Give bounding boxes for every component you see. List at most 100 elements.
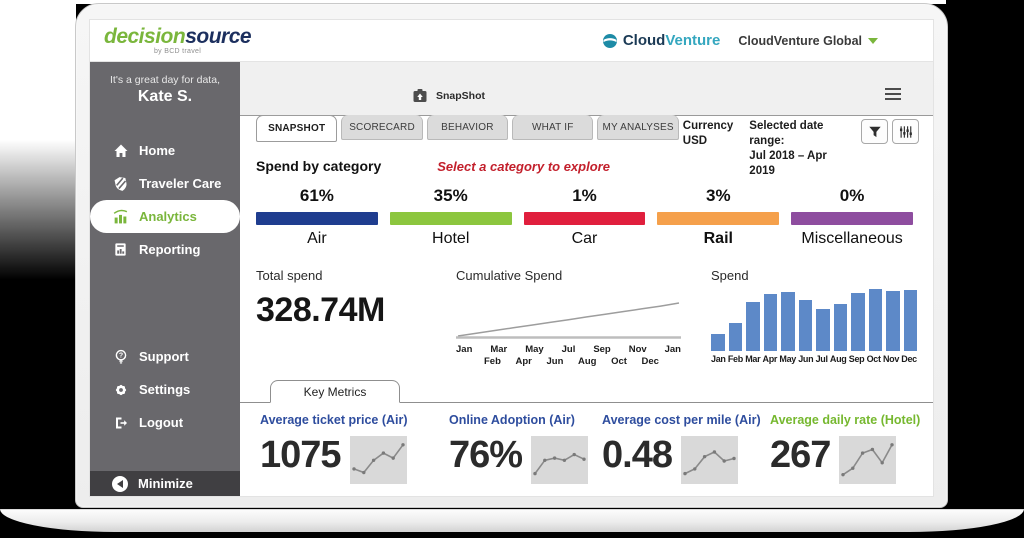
x-tick: Jun (798, 354, 813, 364)
tab-what-if[interactable]: WHAT IF (512, 115, 593, 140)
monthly-spend-card: Spend JanFebMarAprMayJunJulAugSepOctNovD… (711, 268, 917, 367)
sidebar-spacer (90, 266, 240, 312)
metric-value: 76% (449, 436, 522, 476)
category-percent: 1% (524, 186, 646, 206)
x-tick: Apr (763, 354, 778, 364)
currency-display: Currency USD (683, 119, 734, 149)
category-label: Car (524, 230, 646, 248)
sidebar-item-support[interactable]: ? Support (90, 340, 240, 373)
sidebar-item-reporting[interactable]: Reporting (90, 233, 240, 266)
x-tick: Jan (665, 344, 681, 355)
monthly-spend-x-labels: JanFebMarAprMayJunJulAugSepOctNovDec (711, 354, 917, 364)
funnel-icon (868, 125, 882, 139)
x-tick: Sep (849, 354, 865, 364)
total-spend-card: Total spend 328.74M (256, 268, 440, 367)
category-percent: 35% (390, 186, 512, 206)
tab-behavior[interactable]: BEHAVIOR (427, 115, 508, 140)
metric-sparkline (350, 436, 407, 484)
adjust-settings-button[interactable] (892, 119, 919, 144)
metric-title: Online Adoption (Air) (449, 413, 602, 427)
category-hint-text: Select a category to explore (437, 159, 610, 174)
metric-title: Average ticket price (Air) (260, 413, 449, 427)
dashboard-window: decisionsource by BCD travel CloudVentur… (89, 19, 934, 497)
spend-bar (904, 290, 918, 351)
filter-button[interactable] (861, 119, 888, 144)
category-color-bar (390, 212, 512, 225)
x-tick: Dec (642, 356, 659, 367)
sidebar-item-label: Settings (139, 382, 190, 397)
category-miscellaneous[interactable]: 0%Miscellaneous (791, 186, 913, 248)
metric-value: 0.48 (602, 436, 672, 476)
category-percent: 0% (791, 186, 913, 206)
x-tick: Jul (816, 354, 828, 364)
sidebar-item-analytics[interactable]: Analytics (90, 200, 240, 233)
sidebar-item-label: Home (139, 143, 175, 158)
app-header: decisionsource by BCD travel CloudVentur… (90, 20, 933, 62)
sidebar-item-settings[interactable]: Settings (90, 373, 240, 406)
client-logo-venture: Venture (665, 32, 720, 49)
spend-bar (816, 309, 830, 351)
tab-my-analyses[interactable]: MY ANALYSES (597, 115, 678, 140)
currency-value: USD (683, 134, 734, 149)
currency-label: Currency (683, 119, 734, 134)
sidebar-greeting: It's a great day for data, (90, 74, 240, 86)
sidebar-item-home[interactable]: Home (90, 134, 240, 167)
x-tick: Nov (883, 354, 899, 364)
background-glow (0, 0, 76, 280)
category-color-bar (791, 212, 913, 225)
category-hotel[interactable]: 35%Hotel (390, 186, 512, 248)
page-background: decisionsource by BCD travel CloudVentur… (0, 0, 1024, 538)
x-tick: Jul (562, 344, 576, 355)
total-spend-value: 328.74M (256, 291, 440, 330)
logo-text-decision: decision (104, 25, 185, 48)
category-rail[interactable]: 3%Rail (657, 186, 779, 248)
category-air[interactable]: 61%Air (256, 186, 378, 248)
x-tick: Feb (484, 356, 501, 367)
spend-by-category-title: Spend by category (256, 158, 381, 174)
shield-icon (112, 175, 129, 192)
sidebar-item-label: Analytics (139, 209, 197, 224)
spend-bar (886, 291, 900, 351)
x-tick: Oct (611, 356, 627, 367)
chevron-down-icon (868, 38, 878, 44)
cloudventure-logo: CloudVenture (602, 32, 721, 49)
spend-bar (711, 334, 725, 351)
cumulative-x-row1: JanMarMayJulSepNovJan (456, 344, 681, 355)
key-metrics-tab[interactable]: Key Metrics (270, 380, 400, 403)
sliders-icon (898, 125, 913, 139)
metric-card: Average cost per mile (Air)0.48 (602, 413, 770, 484)
spend-bar (729, 323, 743, 351)
category-grid: 61%Air35%Hotel 1% Car 3%Rail0%Miscellaneous (240, 174, 933, 248)
category-color-bar (256, 212, 378, 225)
cumulative-spend-label: Cumulative Spend (456, 268, 681, 283)
x-tick: Jan (711, 354, 726, 364)
export-report-icon (412, 88, 428, 103)
total-spend-label: Total spend (256, 268, 440, 283)
spend-bar (869, 289, 883, 351)
category-car[interactable]: 1% Car (524, 186, 646, 248)
menu-icon[interactable] (885, 85, 901, 103)
tab-bar: SNAPSHOT SCORECARD BEHAVIOR WHAT IF MY A… (240, 116, 933, 150)
spend-bar (781, 292, 795, 351)
sidebar-item-logout[interactable]: Logout (90, 406, 240, 439)
x-tick: Jun (546, 356, 563, 367)
key-metrics-grid: Average ticket price (Air)1075Online Ado… (240, 403, 933, 484)
monthly-spend-bar-chart (711, 287, 917, 351)
x-tick: May (525, 344, 543, 355)
minimize-label: Minimize (138, 476, 193, 491)
category-label: Air (256, 230, 378, 248)
home-icon (112, 142, 129, 159)
spend-bar (799, 300, 813, 351)
tab-scorecard[interactable]: SCORECARD (341, 115, 422, 140)
logo-tagline: by BCD travel (104, 48, 251, 55)
tab-snapshot[interactable]: SNAPSHOT (256, 115, 337, 142)
report-toolbar: SnapShot (240, 62, 933, 116)
x-tick: Sep (593, 344, 610, 355)
sidebar-item-traveler-care[interactable]: Traveler Care (90, 167, 240, 200)
category-color-bar (524, 212, 646, 225)
account-selector-dropdown[interactable]: CloudVenture Global (738, 34, 878, 48)
laptop-screen-bezel: decisionsource by BCD travel CloudVentur… (75, 3, 948, 508)
sidebar-minimize-button[interactable]: Minimize (90, 471, 240, 496)
cumulative-x-row2: FebAprJunAugOctDec (456, 356, 681, 367)
x-tick: Feb (728, 354, 743, 364)
